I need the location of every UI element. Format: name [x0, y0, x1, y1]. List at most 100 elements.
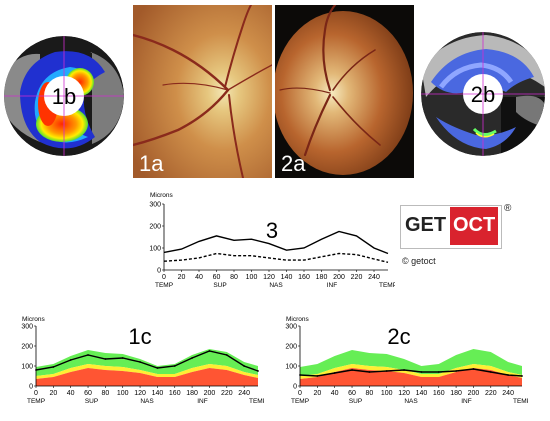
- chart-1c-region-label: SUP: [85, 398, 98, 405]
- chart-3-xtick-label: 40: [195, 274, 203, 281]
- chart-2c-xtick-label: 200: [468, 390, 480, 397]
- chart-1c-xtick-label: 180: [186, 390, 198, 397]
- chart-3-series-dashed-line: [163, 252, 389, 263]
- chart-2c: Microns 0 100 200 300 0 20 40 60 80 100 120 140 160 1…: [285, 316, 528, 405]
- chart-1c-series-point: [191, 357, 193, 359]
- chart-2c-xtick-label: 20: [313, 390, 321, 397]
- chart-3-xtick-label: 120: [263, 274, 275, 281]
- chart-3-xtick-label: 160: [298, 274, 310, 281]
- chart-2c-xtick-label: 0: [298, 390, 302, 397]
- chart-3-ytick-label: 300: [149, 202, 161, 209]
- chart-3-xtick-label: 240: [368, 274, 380, 281]
- chart-1c-region-label: INF: [197, 398, 208, 405]
- chart-3-xtick-label: 180: [316, 274, 328, 281]
- chart-2c-xtick-label: 40: [331, 390, 339, 397]
- chart-1c-series-point: [35, 369, 37, 371]
- chart-2c-series-point: [299, 374, 301, 376]
- chart-2c-red-band: [300, 368, 522, 386]
- thickness-map-1b: 1b: [4, 36, 124, 156]
- chart-3-region-label: TEMP: [379, 282, 395, 289]
- chart-2c-series-point: [316, 375, 319, 377]
- copyright-text: © getoct: [402, 256, 436, 266]
- chart-2c-label: 2c: [387, 324, 410, 349]
- fundus-photo-2a: 2a: [275, 5, 414, 178]
- chart-1c-xtick-label: 160: [169, 390, 181, 397]
- chart-1c-xtick-label: 60: [84, 390, 92, 397]
- chart-1c-series-point: [139, 361, 141, 363]
- chart-3-xtick-label: 140: [281, 274, 293, 281]
- chart-1c-series-point: [52, 366, 55, 368]
- chart-2c-series-point: [489, 371, 492, 373]
- chart-3-xtick-label: 100: [246, 274, 258, 281]
- chart-3-xtick-label: 80: [230, 274, 238, 281]
- chart-1c-red-band: [36, 368, 258, 386]
- chart-2c-ytick-label: 100: [285, 364, 297, 371]
- chart-2c-series-point: [437, 371, 440, 373]
- getoct-logo: GET OCT ®: [400, 203, 512, 249]
- chart-1c-xtick-label: 80: [101, 390, 109, 397]
- chart-2c-series-point: [472, 368, 475, 370]
- label-2a: 2a: [281, 151, 306, 176]
- chart-1c: Microns 0 100 200 300 0 20 40 60 80 100 120 140 160 1…: [21, 316, 264, 405]
- chart-1c-series-point: [156, 367, 159, 369]
- chart-2c-series-point: [368, 371, 371, 373]
- chart-3-label: 3: [266, 218, 278, 243]
- chart-1c-region-label: NAS: [140, 398, 154, 405]
- chart-1c-series-solid-line: [35, 350, 259, 372]
- chart-2c-region-label: INF: [461, 398, 472, 405]
- chart-2c-xtick-label: 180: [450, 390, 462, 397]
- chart-1c-xtick-label: 20: [49, 390, 57, 397]
- logo-text-get: GET: [405, 214, 447, 236]
- chart-1c-series-point: [225, 354, 228, 356]
- chart-3-region-label: SUP: [213, 282, 226, 289]
- chart-3-region-label: TEMP: [155, 282, 173, 289]
- logo-text-oct: OCT: [453, 214, 496, 236]
- chart-1c-xtick-label: 40: [67, 390, 75, 397]
- label-1a: 1a: [139, 151, 164, 176]
- chart-1c-xtick-label: 240: [238, 390, 250, 397]
- chart-2c-series-solid-line: [299, 368, 523, 377]
- chart-3-region-label: NAS: [269, 282, 283, 289]
- chart-2c-region-label: SUP: [349, 398, 362, 405]
- chart-1c-series-point: [243, 365, 246, 367]
- chart-2c-xtick-label: 140: [416, 390, 428, 397]
- chart-2c-region-label: NAS: [404, 398, 418, 405]
- fundus-photo-1a: 1a: [133, 5, 272, 178]
- chart-2c-series-point: [455, 370, 457, 372]
- chart-2c-ytick-label: 300: [285, 324, 297, 331]
- chart-3-xtick-label: 0: [162, 274, 166, 281]
- chart-2c-xtick-label: 220: [485, 390, 497, 397]
- chart-1c-region-label: TEMP: [27, 398, 45, 405]
- chart-1c-series-point: [87, 354, 89, 356]
- chart-2c-xtick-label: 240: [502, 390, 514, 397]
- logo-registered-mark: ®: [504, 203, 512, 214]
- chart-2c-ytick-label: 0: [293, 384, 297, 391]
- chart-1c-series-point: [104, 358, 107, 360]
- chart-1c-yellow-band: [36, 364, 258, 379]
- chart-3-ytick-label: 200: [149, 224, 161, 231]
- chart-1c-series-point: [121, 357, 124, 359]
- chart-2c-xtick-label: 100: [381, 390, 393, 397]
- chart-3-xtick-label: 220: [351, 274, 363, 281]
- chart-2c-series-point: [420, 371, 423, 373]
- chart-1c-ytick-label: 0: [29, 384, 33, 391]
- chart-2c-ylabel: Microns: [286, 316, 310, 323]
- chart-3-xtick-label: 20: [178, 274, 186, 281]
- chart-1c-ytick-label: 300: [21, 324, 33, 331]
- chart-1c-xtick-label: 200: [204, 390, 216, 397]
- chart-1c-ylabel: Microns: [22, 316, 46, 323]
- chart-1c-ytick-label: 200: [21, 344, 33, 351]
- chart-2c-ytick-label: 200: [285, 344, 297, 351]
- chart-2c-xtick-label: 80: [365, 390, 373, 397]
- chart-1c-series-point: [208, 350, 211, 352]
- chart-1c-xtick-label: 0: [34, 390, 38, 397]
- chart-2c-series-point: [385, 370, 388, 372]
- chart-3-ylabel: Microns: [150, 192, 174, 199]
- chart-1c-xtick-label: 220: [221, 390, 233, 397]
- chart-1c-xtick-label: 120: [134, 390, 146, 397]
- chart-1c-region-label: TEMP: [249, 398, 264, 405]
- chart-3-ytick-label: 0: [157, 268, 161, 275]
- chart-1c-ytick-label: 100: [21, 364, 33, 371]
- chart-2c-series-point: [351, 369, 353, 371]
- chart-2c-xtick-label: 60: [348, 390, 356, 397]
